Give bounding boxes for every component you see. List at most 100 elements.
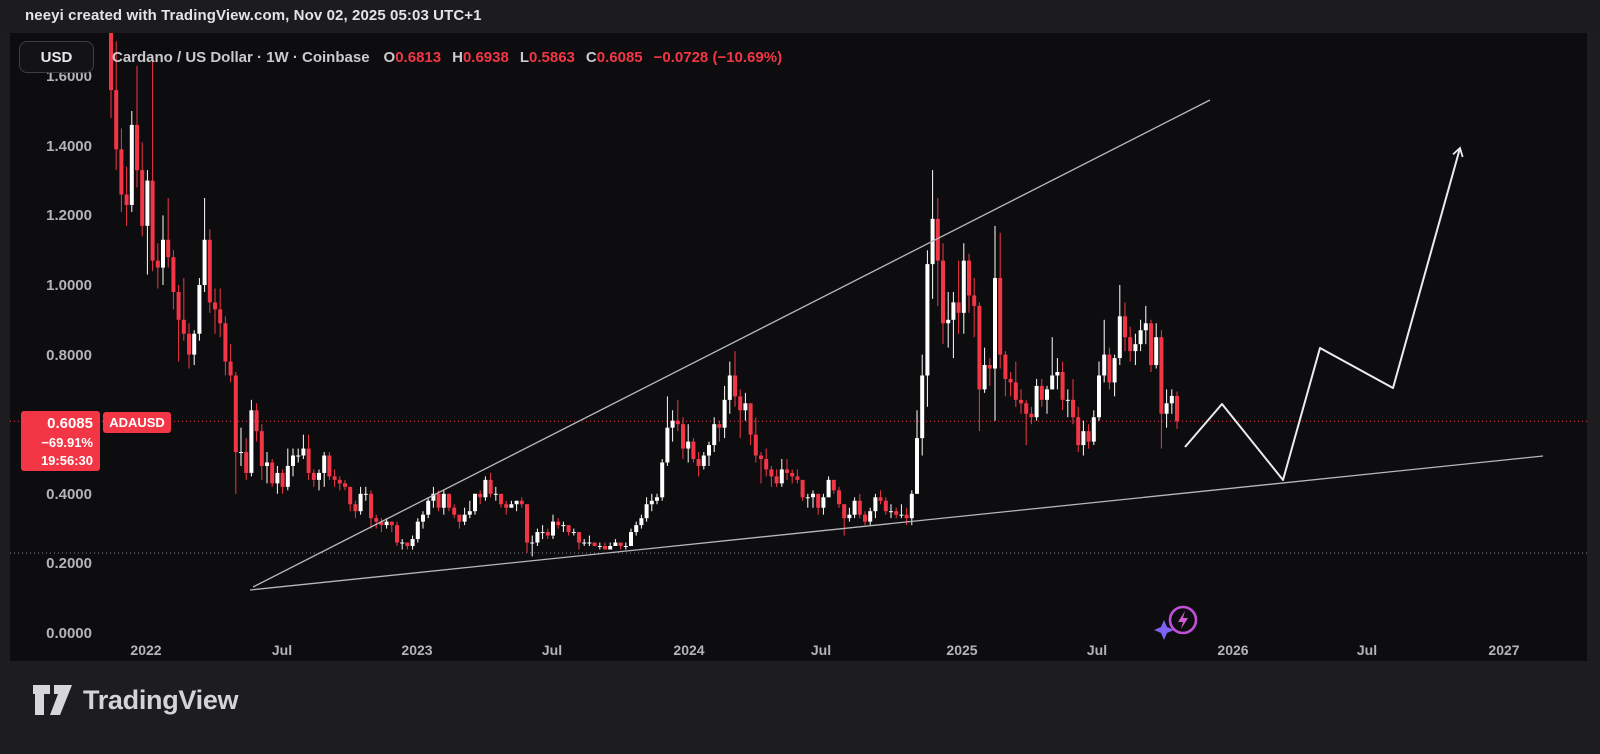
price-scale-label: 0.8000: [46, 346, 92, 364]
candle-body: [254, 410, 259, 432]
candle-body: [1065, 399, 1070, 401]
candle-body: [499, 493, 503, 505]
candle-body: [639, 518, 644, 526]
wedge-lower-trendline[interactable]: [249, 455, 1544, 591]
ticker-badge: ADAUSD: [103, 412, 171, 433]
candle-body: [311, 472, 316, 480]
candle-body: [582, 542, 587, 544]
candle-body: [790, 472, 795, 477]
candle-body: [904, 514, 909, 519]
candle-body: [145, 180, 150, 226]
wedge-upper-trendline[interactable]: [252, 99, 1211, 588]
candle-body: [514, 500, 519, 505]
candle-body: [1175, 395, 1179, 422]
current-price: 0.6085: [47, 415, 93, 432]
candle-body: [187, 333, 191, 355]
candle-body: [155, 260, 160, 268]
candle-body: [1091, 417, 1096, 442]
tradingview-wordmark: TradingView: [83, 684, 239, 715]
candle-body: [317, 472, 321, 480]
candle-body: [202, 239, 207, 285]
symbol-header-row: USD Cardano / US Dollar · 1W · Coinbase …: [19, 41, 782, 73]
candle-body: [244, 452, 249, 473]
candle-body: [493, 493, 498, 495]
candle-body: [759, 455, 763, 459]
candle-body: [571, 532, 576, 534]
badge-circle: [1168, 605, 1198, 635]
candle-body: [863, 514, 867, 522]
candle-body: [842, 504, 847, 519]
candle-body: [270, 462, 275, 484]
candle-body: [426, 500, 431, 515]
candle-body: [259, 431, 264, 466]
price-scale-label: 0.4000: [46, 485, 92, 503]
candle-body: [816, 493, 821, 508]
candle-body: [961, 260, 966, 313]
candle-body: [109, 33, 113, 91]
close-value: C0.6085: [585, 48, 643, 66]
candle-body: [618, 542, 623, 546]
candle-body: [301, 448, 306, 456]
candle-body: [452, 507, 457, 515]
candle-body: [977, 305, 982, 390]
candle-body: [239, 452, 243, 454]
candle-body: [436, 493, 441, 508]
candle-body: [1097, 375, 1101, 418]
candle-body: [525, 504, 529, 543]
candle-body: [1034, 385, 1039, 418]
candle-body: [166, 239, 171, 258]
candle-body: [275, 472, 280, 484]
candle-body: [1138, 330, 1143, 345]
candle-body: [395, 525, 399, 543]
candle-body: [967, 260, 971, 296]
candle-body: [623, 546, 628, 547]
candle-body: [161, 239, 165, 268]
candle-body: [644, 504, 649, 519]
plot-layer[interactable]: [10, 0, 1587, 591]
candle-body: [150, 180, 155, 261]
candle-body: [686, 441, 691, 449]
candle-body: [826, 479, 831, 498]
candle-body: [883, 500, 888, 512]
candle-body: [733, 375, 737, 397]
candle-body: [1071, 399, 1075, 418]
candle-body: [941, 260, 945, 324]
candle-body: [140, 170, 145, 226]
symbol-info: Cardano / US Dollar · 1W · Coinbase O0.6…: [112, 49, 782, 66]
candle-body: [509, 504, 514, 508]
candle-body: [322, 455, 327, 473]
candle-body: [358, 493, 363, 512]
candle-body: [280, 472, 285, 487]
candle-body: [1133, 344, 1138, 352]
flash-sparkle-badge-icon[interactable]: [1148, 600, 1204, 644]
candle-body: [473, 493, 477, 512]
price-scale-label: 1.2000: [46, 207, 92, 225]
candle-body: [811, 493, 815, 498]
candle-body: [421, 514, 425, 522]
symbol-title[interactable]: Cardano / US Dollar · 1W · Coinbase: [112, 48, 370, 66]
candle-body: [795, 476, 800, 480]
currency-toggle-button[interactable]: USD: [19, 41, 94, 73]
price-projection-line[interactable]: [1184, 146, 1464, 481]
candle-body: [462, 514, 467, 522]
candle-body: [873, 497, 878, 512]
tradingview-logo[interactable]: TradingView: [33, 684, 239, 716]
candle-body: [1128, 337, 1133, 352]
candle-body: [535, 532, 540, 543]
candle-body: [249, 410, 254, 473]
candle-body: [857, 500, 862, 515]
price-scale-label: 0.2000: [46, 555, 92, 573]
candle-body: [837, 490, 841, 505]
candle-body: [779, 469, 784, 484]
chart-pane[interactable]: [10, 33, 1587, 661]
candle-body: [701, 455, 706, 466]
candle-body: [1086, 431, 1091, 442]
candle-body: [327, 455, 332, 477]
tradingview-logo-icon: [33, 685, 72, 715]
candle-body: [545, 532, 550, 536]
candle-body: [176, 291, 181, 320]
candle-body: [519, 500, 524, 505]
candle-body: [410, 539, 415, 546]
candle-body: [379, 521, 384, 526]
